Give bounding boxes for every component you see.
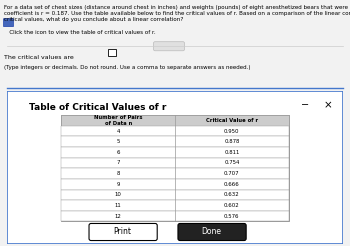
Text: Critical Value of r: Critical Value of r (206, 118, 258, 123)
Bar (61, 211, 289, 221)
FancyBboxPatch shape (7, 91, 343, 244)
FancyBboxPatch shape (154, 42, 184, 51)
Text: 5: 5 (117, 139, 120, 144)
Bar (61, 147, 289, 158)
Bar (61, 200, 289, 211)
Text: Done: Done (202, 227, 222, 236)
Text: 0.632: 0.632 (224, 192, 240, 197)
Text: 12: 12 (115, 214, 121, 219)
Bar (108, 49, 116, 56)
Text: critical values, what do you conclude about a linear correlation?: critical values, what do you conclude ab… (4, 17, 183, 22)
Bar (61, 179, 289, 190)
Text: 0.707: 0.707 (224, 171, 239, 176)
Text: 0.666: 0.666 (224, 182, 240, 187)
Text: Click the icon to view the table of critical values of r.: Click the icon to view the table of crit… (4, 30, 156, 35)
Text: Table of Critical Values of r: Table of Critical Values of r (29, 103, 166, 112)
Text: The critical values are: The critical values are (4, 55, 74, 60)
Text: 0.754: 0.754 (224, 160, 239, 166)
Text: coefficient is r = 0.187. Use the table available below to find the critical val: coefficient is r = 0.187. Use the table … (4, 11, 350, 16)
Bar (61, 168, 289, 179)
Bar (61, 136, 289, 147)
Bar (61, 158, 289, 168)
Text: 11: 11 (115, 203, 121, 208)
Text: 0.602: 0.602 (224, 203, 240, 208)
Text: −: − (301, 100, 309, 110)
Text: 0.811: 0.811 (224, 150, 239, 155)
Bar (61, 126, 289, 136)
Text: Number of Pairs
of Data n: Number of Pairs of Data n (94, 115, 142, 126)
FancyBboxPatch shape (4, 19, 14, 27)
Text: ×: × (324, 100, 332, 110)
Text: (Type integers or decimals. Do not round. Use a comma to separate answers as nee: (Type integers or decimals. Do not round… (4, 65, 251, 70)
Text: For a data set of chest sizes (distance around chest in inches) and weights (pou: For a data set of chest sizes (distance … (4, 5, 350, 10)
Text: Print: Print (114, 227, 132, 236)
Text: 6: 6 (117, 150, 120, 155)
Bar (61, 115, 289, 221)
Text: 4: 4 (117, 129, 120, 134)
Text: 0.950: 0.950 (224, 129, 239, 134)
Text: 0.576: 0.576 (224, 214, 239, 219)
Text: 10: 10 (115, 192, 121, 197)
Bar (61, 190, 289, 200)
Text: 7: 7 (117, 160, 120, 166)
FancyBboxPatch shape (89, 223, 157, 241)
Text: 0.878: 0.878 (224, 139, 239, 144)
Text: 9: 9 (117, 182, 120, 187)
FancyBboxPatch shape (178, 223, 246, 241)
Bar (61, 115, 289, 126)
Text: 8: 8 (117, 171, 120, 176)
